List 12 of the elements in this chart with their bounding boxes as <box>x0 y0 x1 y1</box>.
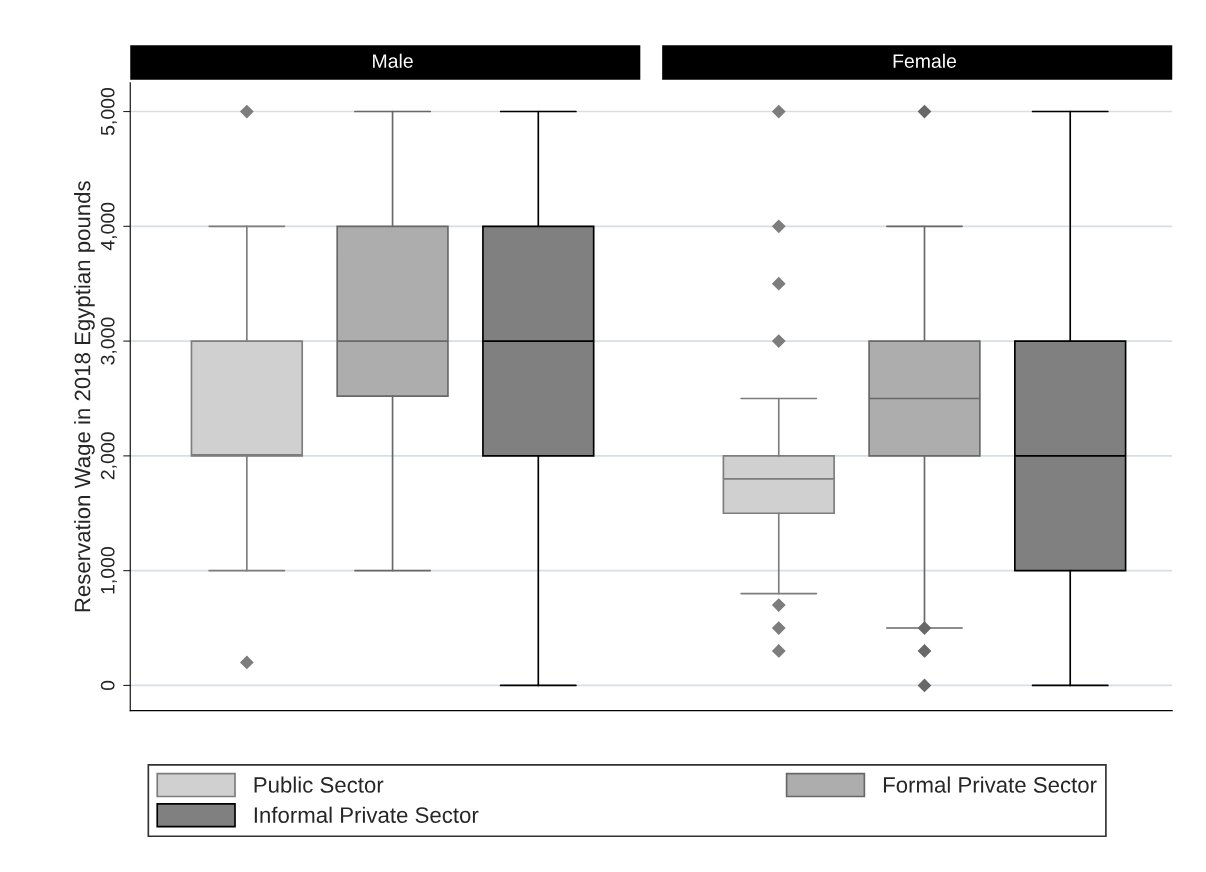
y-tick-label: 3,000 <box>100 317 117 365</box>
y-tick-label: 1,000 <box>100 547 117 594</box>
y-tick-label: 0 <box>100 680 115 691</box>
legend-label: Public Sector <box>254 776 384 793</box>
y-axis-title: Reservation Wage in 2018 Egyptian pounds <box>74 181 95 612</box>
legend-label: Informal Private Sector <box>254 806 479 823</box>
y-tick-label: 5,000 <box>100 87 117 136</box>
x-tick-label: Male <box>373 53 413 68</box>
legend-label: Formal Private Sector <box>883 776 1097 793</box>
y-tick-label: 2,000 <box>100 432 117 480</box>
x-tick-label: Female <box>893 53 957 68</box>
y-tick-label: 4,000 <box>100 202 117 251</box>
